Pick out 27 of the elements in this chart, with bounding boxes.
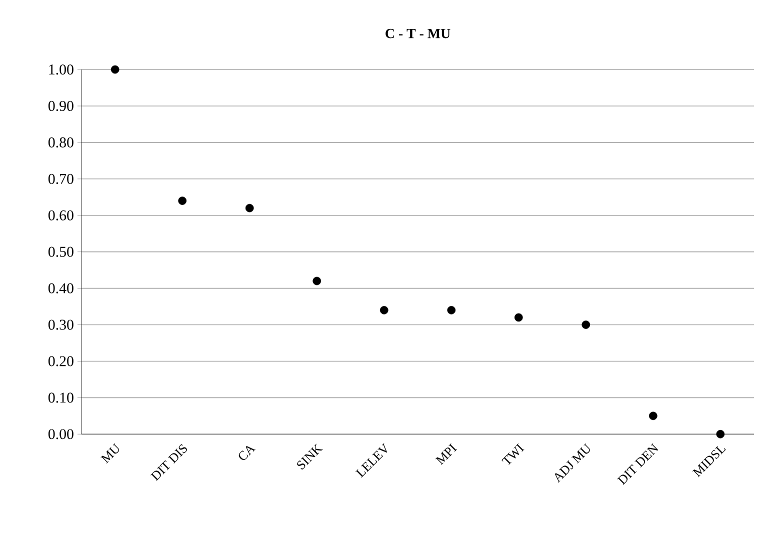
point <box>447 306 456 314</box>
point <box>312 276 322 285</box>
point <box>380 306 388 314</box>
x-tick-label: DIT DIS <box>150 444 187 481</box>
y-tick-label: 0.60 <box>48 210 74 220</box>
point <box>178 196 187 205</box>
y-tick-label: 0.80 <box>48 137 74 148</box>
point <box>582 320 590 329</box>
y-tick-label: 0.90 <box>48 100 74 111</box>
x-tick-label: MU <box>100 443 120 464</box>
x-tick-label: TWI <box>502 443 524 465</box>
y-tick-label: 0.10 <box>48 392 74 403</box>
x-tick-label: CA <box>238 446 256 460</box>
point <box>110 65 120 74</box>
y-tick-label: 0.70 <box>48 174 74 184</box>
y-tick-label: 0.50 <box>48 246 74 257</box>
x-tick-label: MPI <box>435 443 458 465</box>
y-tick-label: 0.40 <box>48 283 74 294</box>
point <box>514 313 523 322</box>
y-tick-label: 1.00 <box>49 64 74 74</box>
y-tick-label: 0.00 <box>48 428 74 439</box>
chart-title: C - T - MU <box>386 28 450 38</box>
y-tick-label: 0.30 <box>48 319 74 330</box>
point <box>648 412 658 420</box>
y-tick-label: 0.20 <box>48 356 74 366</box>
point <box>716 430 725 438</box>
point <box>245 204 254 212</box>
